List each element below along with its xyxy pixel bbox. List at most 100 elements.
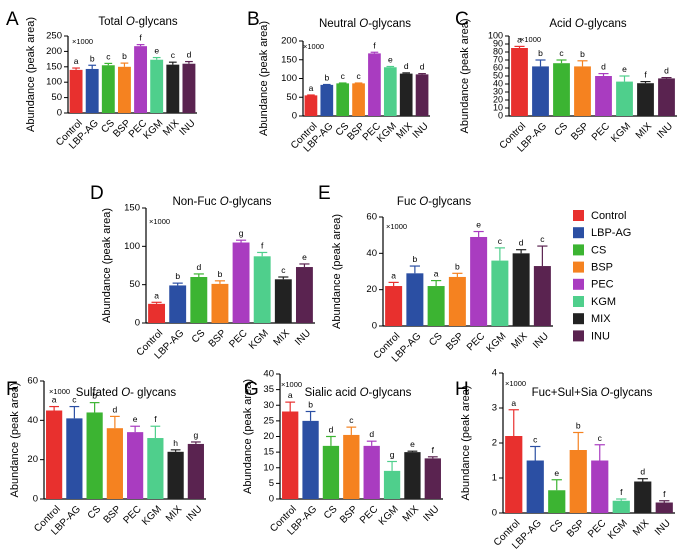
bar-a-kgm [150,59,164,113]
y-tick-label-a: 50 [51,92,62,103]
bar-d-lbp-ag [169,285,187,323]
bar-f-control [46,410,63,499]
significance-letter-g: b [308,400,313,410]
y-tick-label-g: 35 [263,384,274,395]
y-tick-label-c: 60 [493,62,503,72]
bar-f-cs [86,412,103,499]
y-tick-label-g: 20 [263,431,274,442]
bar-b-control [304,95,318,116]
panel-e: E Fuc O-glycans Abundance (peak area) 0 20 40… [318,183,553,365]
y-tick-label-g: 0 [269,494,274,505]
significance-letter-b: c [341,71,346,81]
bar-a-lbp-ag [85,68,99,113]
y-tick-label-a: 250 [46,31,62,42]
bar-e-bsp [448,276,466,326]
y-tick-label-c: 50 [493,70,503,80]
x-tick-label-f: BSP [102,504,124,526]
bar-f-mix [167,451,184,499]
bar-b-bsp [352,83,365,116]
y-tick-label-f: 20 [27,454,38,465]
significance-letter-h: e [554,468,559,478]
y-axis-label-b: Abundance (peak area) [258,21,270,136]
bar-h-cs [548,490,566,513]
chart-title-e: Fuc O-glycans [397,196,471,208]
y-tick-label-c: 10 [493,102,503,112]
significance-letter-a: d [187,50,192,60]
bar-h-kgm [612,500,630,513]
significance-letter-e: e [476,220,481,230]
multiplier-f: ×1000 [49,387,70,396]
y-tick-label-f: 0 [33,494,38,505]
significance-letter-f: c [72,395,77,405]
y-tick-label-g: 5 [269,478,274,489]
bar-h-mix [634,481,652,513]
significance-letter-c: b [538,48,543,58]
bar-g-bsp [343,434,360,499]
legend-label-cs: CS [591,244,606,256]
multiplier-e: ×1000 [386,222,407,231]
significance-letter-g: d [369,429,374,439]
y-tick-label-c: 0 [498,110,503,120]
y-tick-label-c: 80 [493,46,503,56]
bar-b-pec [368,53,381,116]
x-tick-label-e: MIX [509,331,530,352]
significance-letter-d: b [218,269,223,279]
y-tick-label-a: 100 [46,77,62,88]
significance-letter-e: a [434,269,439,279]
panel-a: A Total O-glycans Abundance (peak area) 0 50… [6,9,198,152]
y-axis-label-e: Abundance (peak area) [331,214,343,329]
significance-letter-d: f [261,240,264,250]
significance-letter-e: b [413,254,418,264]
bar-c-kgm [616,81,633,116]
significance-letter-f: a [52,395,57,405]
x-tick-label-f: PEC [121,504,143,526]
legend-swatch-control [573,210,584,221]
significance-letter-a: c [106,51,111,61]
chart-title-a: Total O-glycans [98,16,178,28]
bar-h-lbp-ag [526,460,544,513]
significance-letter-c: b [580,49,585,59]
y-tick-label-a: 0 [57,108,62,119]
y-tick-label-f: 40 [27,415,38,426]
bar-h-bsp [569,450,587,513]
bar-c-inu [658,78,675,116]
chart-title-f: Sulfated O- glycans [76,387,177,399]
y-tick-label-e: 20 [366,284,377,295]
panel-label-d: D [90,183,104,204]
bar-d-cs [190,277,208,323]
panel-label-b: B [247,9,260,30]
x-tick-label-d: MIX [272,328,293,349]
bar-c-cs [553,63,570,116]
x-tick-label-a: INU [178,118,198,138]
bar-f-pec [127,432,144,499]
significance-letter-c: f [644,70,647,80]
legend-swatch-bsp [573,261,584,273]
y-tick-label-c: 40 [493,78,503,88]
bar-d-inu [295,267,313,323]
legend-label-lbp-ag: LBP-AG [591,227,631,239]
panel-label-e: E [318,183,331,204]
panel-d: D Non-Fuc O-glycans Abundance (peak area) 0… [90,183,315,362]
bar-c-control [511,48,528,116]
y-tick-label-c: 90 [493,38,503,48]
bar-f-kgm [147,438,164,499]
y-tick-label-h: 3 [492,403,497,414]
legend-swatch-pec [573,278,584,290]
bar-f-bsp [106,428,123,499]
bar-e-cs [427,286,445,326]
significance-letter-a: a [74,56,79,66]
x-tick-label-h: PEC [586,518,608,540]
y-tick-label-d: 100 [124,241,140,252]
y-tick-label-g: 15 [263,447,274,458]
legend-swatch-lbp-ag [573,227,584,239]
significance-letter-b: c [356,71,361,81]
significance-letter-b: f [373,40,376,50]
bar-b-lbp-ag [320,84,334,116]
y-tick-label-h: 4 [492,368,497,379]
significance-letter-e: b [455,261,460,271]
y-axis-label-f: Abundance (peak area) [9,383,21,498]
significance-letter-c: c [559,48,564,58]
legend-label-pec: PEC [591,279,614,291]
panel-label-g: G [244,379,259,400]
